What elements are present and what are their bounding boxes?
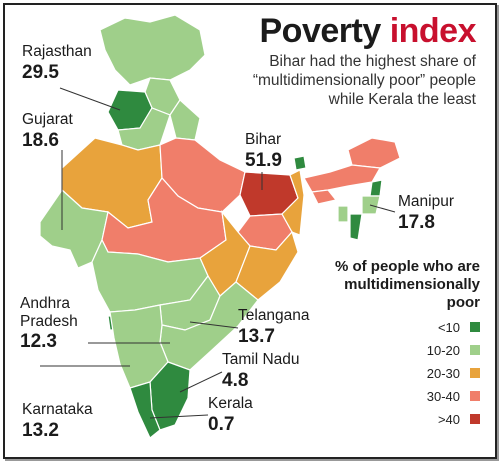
- legend-item-10-20: 10-20: [340, 339, 480, 361]
- region-arunachal: [347, 137, 401, 169]
- region-west-bengal: [281, 169, 305, 236]
- label-gujarat-value: 18.6: [22, 129, 59, 151]
- legend-swatch-gt40: [470, 414, 480, 424]
- subtitle: Bihar had the highest share of “multidim…: [252, 53, 476, 108]
- label-kerala-value: 0.7: [208, 413, 235, 435]
- leader-kerala: [149, 414, 209, 419]
- label-telangana: Telangana 13.7: [238, 308, 310, 346]
- region-mizoram: [349, 213, 363, 241]
- legend-swatch-10-20: [470, 345, 480, 355]
- legend-label-30-40: 30-40: [426, 388, 460, 404]
- label-kerala: Kerala 0.7: [208, 396, 253, 434]
- label-rajasthan: Rajasthan 29.5: [22, 44, 92, 82]
- legend-item-gt40: >40: [340, 408, 480, 430]
- label-tamilnadu-value: 4.8: [222, 369, 249, 391]
- title-main: Poverty: [259, 12, 390, 50]
- label-andhra-name-line1: Andhra: [20, 295, 70, 312]
- legend-label-lt10: <10: [437, 319, 460, 335]
- label-andhra-name-line2: Pradesh: [20, 312, 78, 330]
- leader-telangana: [189, 321, 239, 329]
- label-gujarat: Gujarat 18.6: [22, 112, 73, 150]
- label-karnataka: Karnataka 13.2: [22, 402, 93, 440]
- title-accent: index: [389, 12, 477, 50]
- legend: <10 10-20 20-30 30-40 >40: [340, 316, 480, 431]
- label-tamilnadu-name: Tamil Nadu: [222, 351, 300, 368]
- label-manipur-value: 17.8: [398, 211, 435, 233]
- label-manipur: Manipur 17.8: [398, 194, 454, 232]
- legend-item-20-30: 20-30: [340, 362, 480, 384]
- label-manipur-name: Manipur: [398, 193, 454, 210]
- legend-item-30-40: 30-40: [340, 385, 480, 407]
- region-assam: [303, 164, 381, 193]
- label-kerala-name: Kerala: [208, 395, 253, 412]
- leader-rajasthan: [59, 87, 121, 111]
- label-bihar: Bihar 51.9: [245, 132, 282, 170]
- label-karnataka-name: Karnataka: [22, 401, 93, 418]
- legend-swatch-lt10: [470, 322, 480, 332]
- label-tamil-nadu: Tamil Nadu 4.8: [222, 352, 300, 390]
- region-nagaland: [369, 179, 383, 197]
- legend-swatch-20-30: [470, 368, 480, 378]
- label-telangana-value: 13.7: [238, 325, 275, 347]
- label-gujarat-name: Gujarat: [22, 111, 73, 128]
- legend-label-gt40: >40: [437, 411, 460, 427]
- label-andhra-pradesh: Andhra Pradesh 12.3: [20, 296, 78, 351]
- leader-tamilnadu: [179, 371, 223, 393]
- legend-label-10-20: 10-20: [426, 342, 460, 358]
- leader-manipur: [369, 204, 396, 213]
- legend-title: % of people who are multidimensionally p…: [334, 258, 480, 311]
- label-rajasthan-value: 29.5: [22, 61, 59, 83]
- legend-swatch-30-40: [470, 391, 480, 401]
- region-sikkim: [293, 155, 307, 171]
- region-meghalaya: [311, 189, 338, 205]
- legend-item-lt10: <10: [340, 316, 480, 338]
- region-kerala: [129, 381, 161, 439]
- region-jammu-kashmir: [99, 14, 206, 86]
- label-rajasthan-name: Rajasthan: [22, 43, 92, 60]
- region-tripura: [337, 205, 349, 223]
- label-telangana-name: Telangana: [238, 307, 310, 324]
- label-bihar-value: 51.9: [245, 149, 282, 171]
- label-bihar-name: Bihar: [245, 131, 282, 148]
- legend-label-20-30: 20-30: [426, 365, 460, 381]
- page-title: Poverty index: [260, 12, 477, 51]
- region-uttarakhand: [169, 99, 201, 141]
- label-karnataka-value: 13.2: [22, 419, 59, 441]
- label-andhra-value: 12.3: [20, 331, 57, 352]
